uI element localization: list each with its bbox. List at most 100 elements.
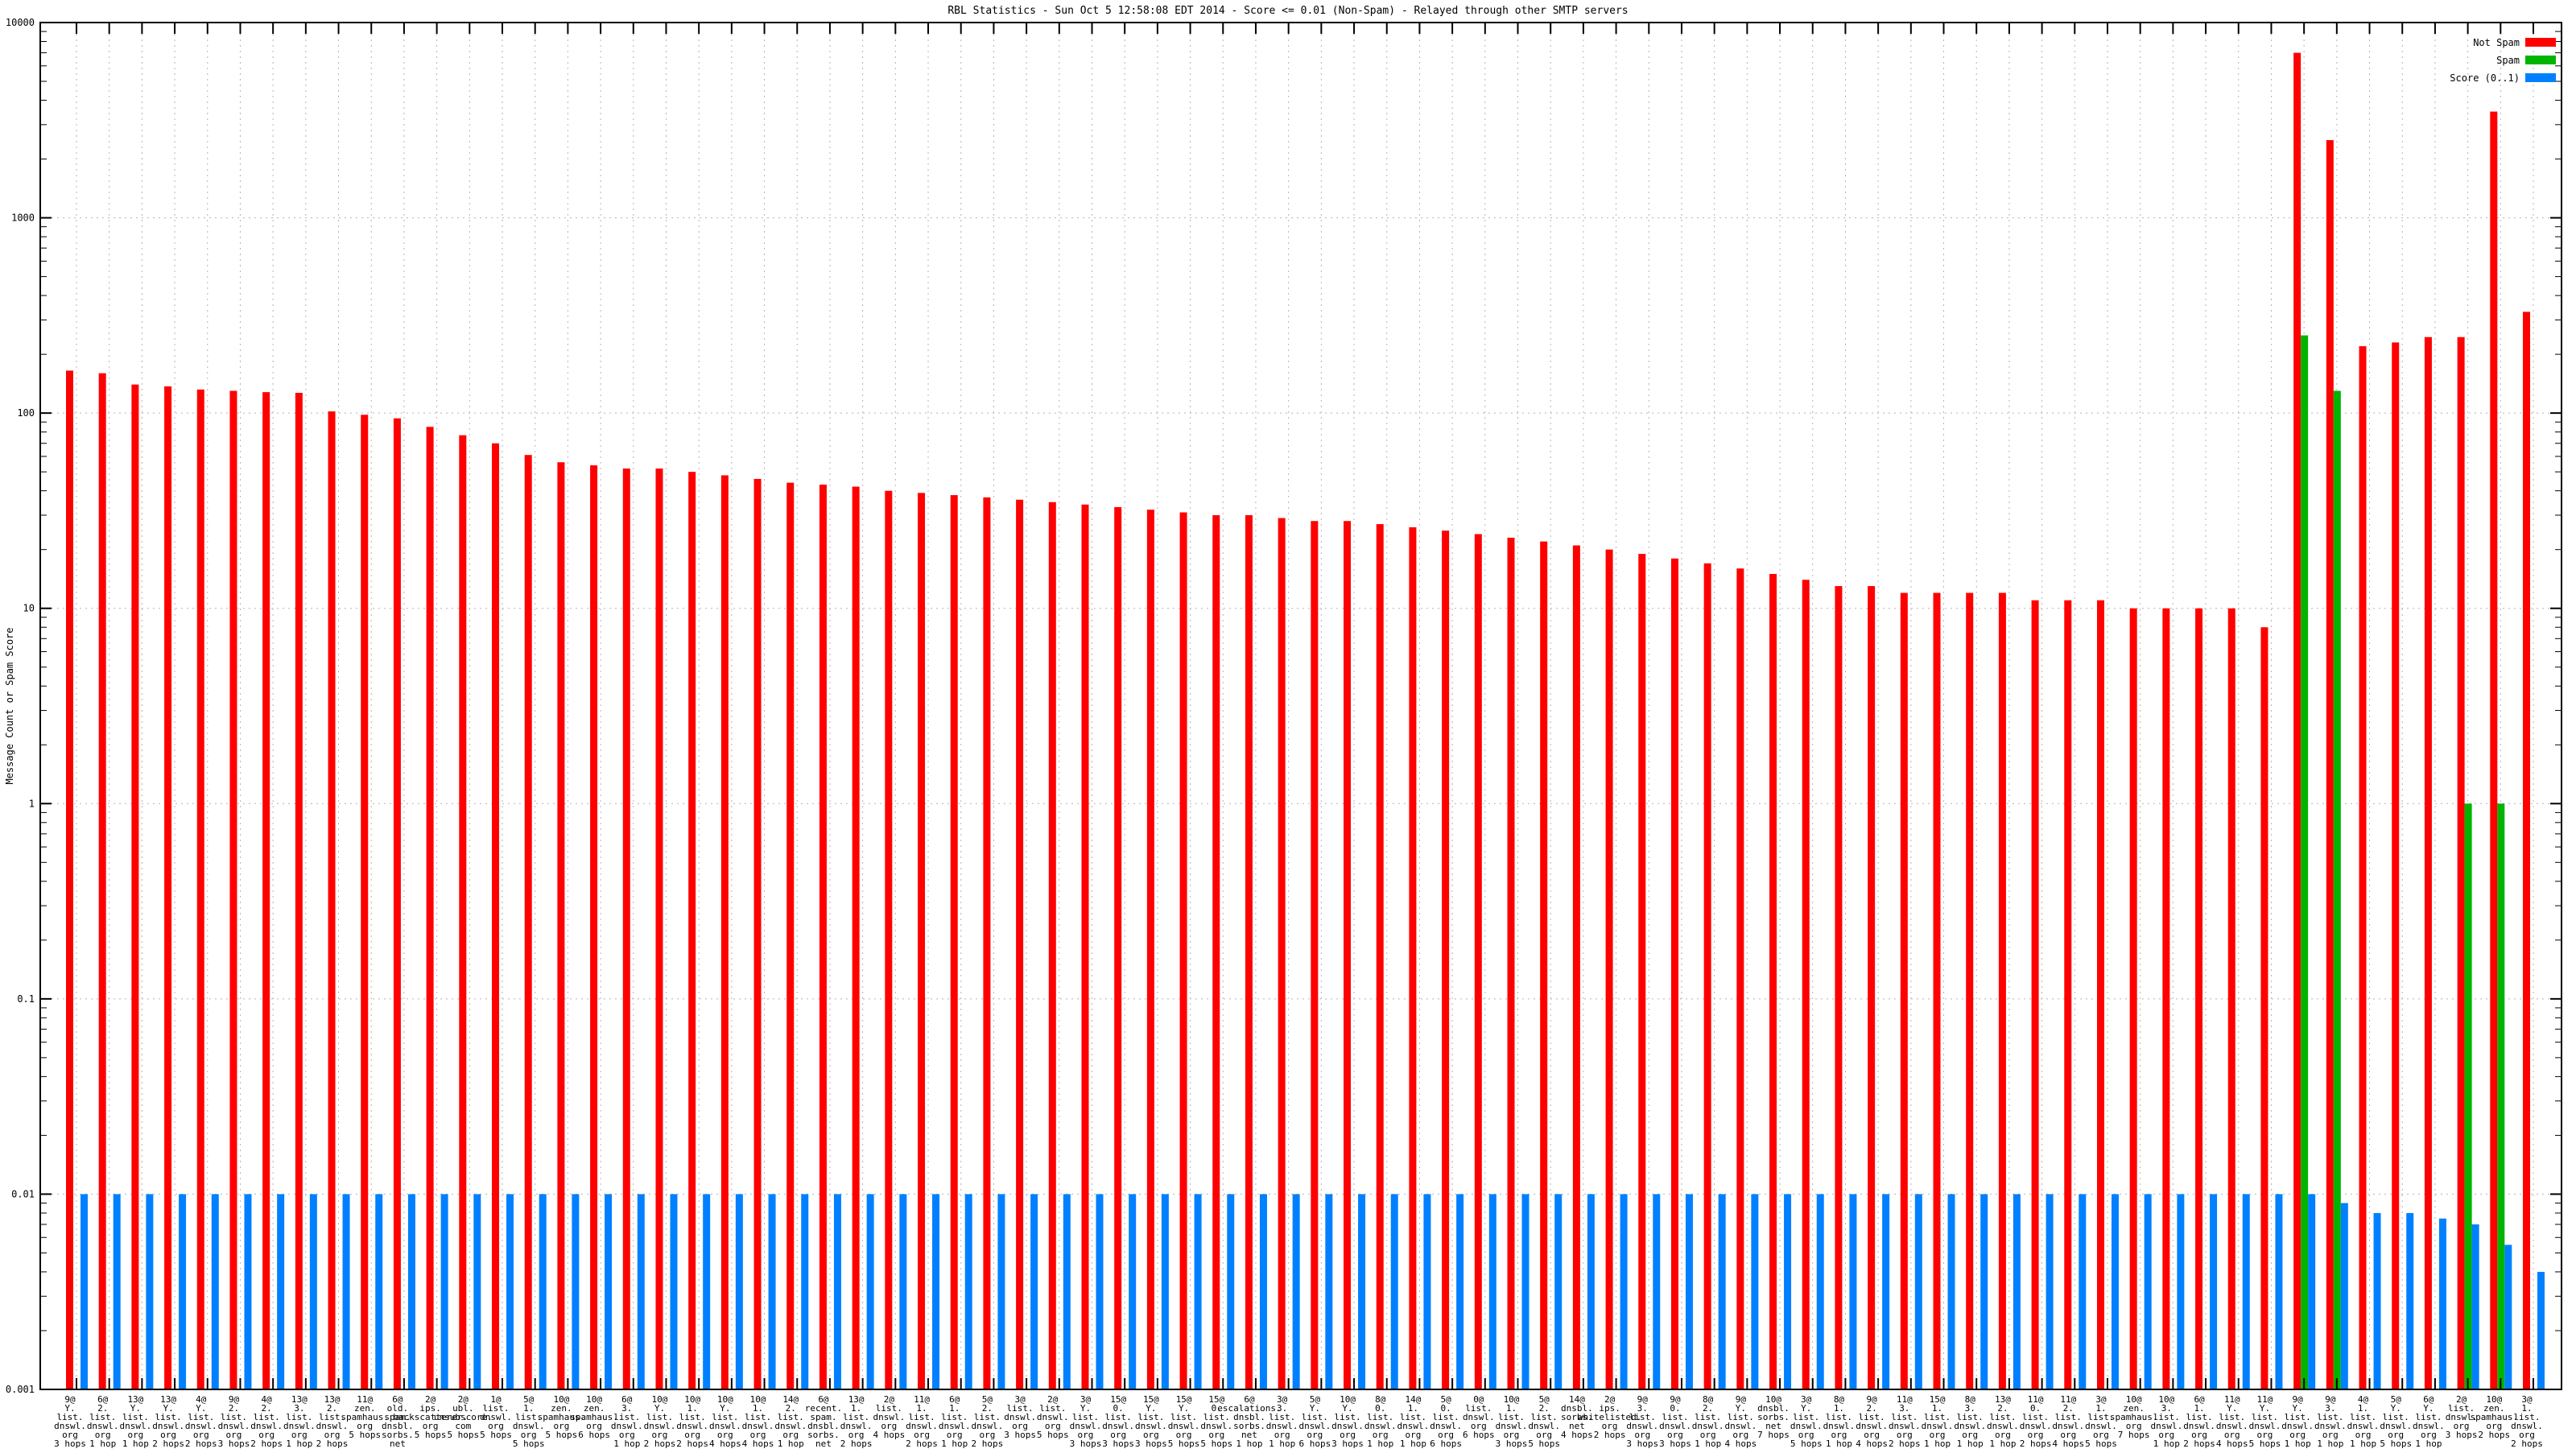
bar-spam <box>2464 803 2472 1389</box>
bar-not-spam <box>1409 527 1417 1389</box>
x-tick-label: 2@ <box>1604 1394 1616 1405</box>
x-tick-label: dnswl. <box>1463 1412 1495 1422</box>
x-tick-label: 5 hops <box>1790 1439 1823 1449</box>
bar-score <box>899 1194 907 1389</box>
x-tick-label: 11@ <box>2257 1394 2273 1405</box>
x-tick-label: dnswl. <box>1889 1421 1921 1431</box>
x-tick-label: spamhaus. <box>538 1412 586 1422</box>
x-tick-label: dnswl. <box>87 1421 119 1431</box>
bar-score <box>1685 1194 1693 1389</box>
x-tick-label: backscatterer. <box>393 1412 468 1422</box>
x-tick-label: list. <box>482 1403 509 1414</box>
x-tick-label: list. <box>2055 1412 2082 1422</box>
x-tick-label: dnsbl. <box>382 1421 414 1431</box>
x-tick-label: 5 hops <box>1037 1430 1069 1440</box>
x-tick-label: 0@ <box>1473 1394 1484 1405</box>
x-tick-label: list. <box>974 1412 1001 1422</box>
x-tick-label: org <box>488 1421 504 1431</box>
x-tick-label: list. <box>1039 1403 1066 1414</box>
bar-score <box>2013 1194 2021 1389</box>
bar-not-spam <box>918 493 926 1390</box>
x-tick-label: org <box>423 1421 439 1431</box>
bar-score <box>2275 1194 2283 1389</box>
x-tick-label: 5 hops <box>2249 1439 2281 1449</box>
x-tick-label: 9@ <box>64 1394 76 1405</box>
bar-not-spam <box>2260 627 2268 1389</box>
x-tick-label: net <box>1765 1421 1781 1431</box>
x-tick-label: org <box>750 1430 766 1440</box>
x-tick-label: 3@ <box>2521 1394 2533 1405</box>
x-tick-label: list. <box>908 1412 935 1422</box>
x-tick-label: org <box>782 1430 799 1440</box>
bar-not-spam <box>1016 499 1024 1389</box>
x-tick-label: 1. <box>753 1403 763 1414</box>
y-tick-label: 10000 <box>6 17 35 28</box>
x-tick-label: list. <box>1367 1412 1393 1422</box>
x-tick-label: 2 hops <box>250 1439 283 1449</box>
x-tick-label: 3@ <box>1014 1394 1026 1405</box>
bar-not-spam <box>2392 342 2400 1390</box>
x-tick-label: list. <box>1433 1412 1459 1422</box>
bar-score <box>1456 1194 1464 1389</box>
x-tick-label: 2 hops <box>185 1439 217 1449</box>
x-tick-label: 3 hops <box>2446 1430 2478 1440</box>
bar-not-spam <box>1736 568 1744 1389</box>
x-tick-label: list. <box>122 1412 149 1422</box>
y-tick-label: 0.001 <box>6 1384 35 1395</box>
x-tick-label: org <box>979 1430 995 1440</box>
bar-score <box>768 1194 776 1389</box>
x-tick-label: org <box>1930 1430 1946 1440</box>
x-tick-label: 10@ <box>717 1394 733 1405</box>
x-tick-label: list. <box>778 1412 804 1422</box>
bar-not-spam <box>1638 554 1646 1389</box>
x-tick-label: list. <box>2513 1412 2540 1422</box>
bar-not-spam <box>2326 140 2334 1389</box>
x-tick-label: 3 hops <box>54 1439 86 1449</box>
bar-score <box>703 1194 711 1389</box>
x-tick-label: com <box>455 1421 471 1431</box>
bar-not-spam <box>2424 336 2432 1389</box>
x-tick-label: org <box>1143 1430 1159 1440</box>
x-tick-label: list. <box>1137 1412 1164 1422</box>
x-tick-label: list. <box>1269 1412 1295 1422</box>
bar-not-spam <box>2162 608 2170 1389</box>
bar-not-spam <box>2195 608 2203 1389</box>
x-tick-label: old. <box>387 1403 409 1414</box>
x-tick-label: dnswl. <box>54 1421 86 1431</box>
x-tick-label: dnswl. <box>972 1421 1004 1431</box>
x-tick-label: spamhaus. <box>341 1412 389 1422</box>
bar-not-spam <box>557 462 565 1389</box>
bar-score <box>1620 1194 1628 1389</box>
bar-score <box>1292 1194 1300 1389</box>
bar-score <box>1653 1194 1661 1389</box>
x-tick-label: 2 hops <box>2511 1439 2543 1449</box>
legend-swatch <box>2525 73 2556 82</box>
x-tick-label: list. <box>843 1412 869 1422</box>
x-tick-label: 3 hops <box>218 1439 250 1449</box>
x-tick-label: 3 hops <box>1102 1439 1134 1449</box>
bar-not-spam <box>131 384 139 1389</box>
x-tick-label: list. <box>1007 1403 1034 1414</box>
x-tick-label: list. <box>1072 1412 1099 1422</box>
x-tick-label: 2. <box>2063 1403 2074 1414</box>
x-tick-label: dnswl. <box>1102 1421 1134 1431</box>
x-tick-label: dnswl. <box>1823 1421 1856 1431</box>
x-tick-label: Y. <box>2391 1403 2401 1414</box>
x-tick-label: 6 hops <box>1463 1430 1495 1440</box>
x-tick-label: unsubscore. <box>434 1412 493 1422</box>
x-tick-label: org <box>357 1421 373 1431</box>
x-tick-label: dnswl. <box>644 1421 676 1431</box>
x-tick-label: dnsbl. <box>1757 1403 1790 1414</box>
bars <box>66 52 2545 1390</box>
x-tick-label: 1. <box>1506 1403 1517 1414</box>
x-tick-label: org <box>1340 1430 1356 1440</box>
bar-score <box>1030 1194 1038 1389</box>
bar-score <box>1423 1194 1431 1389</box>
bar-not-spam <box>885 490 893 1389</box>
bar-score <box>440 1194 448 1389</box>
bar-not-spam <box>459 435 467 1389</box>
x-tick-label: sorbs. <box>807 1430 840 1440</box>
x-tick-label: sorbs. <box>1233 1421 1265 1431</box>
bar-spam <box>2301 335 2309 1389</box>
